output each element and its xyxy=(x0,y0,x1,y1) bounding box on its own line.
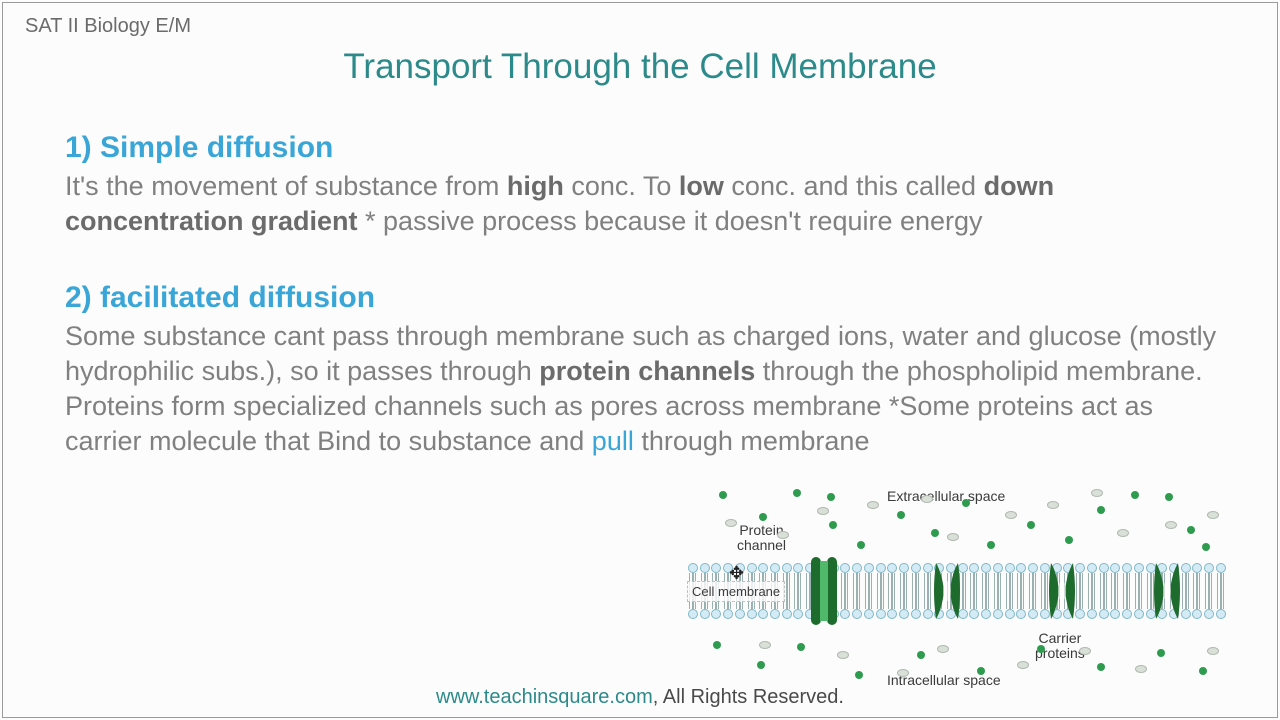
particle-green xyxy=(897,511,905,519)
course-header: SAT II Biology E/M xyxy=(25,15,191,38)
lipid-column xyxy=(1086,563,1098,619)
particle-green xyxy=(855,671,863,679)
particle-grey xyxy=(921,495,933,503)
bold-high: high xyxy=(507,171,564,201)
particle-green xyxy=(1157,649,1165,657)
particle-green xyxy=(917,651,925,659)
particle-grey xyxy=(725,519,737,527)
particle-grey xyxy=(1079,647,1091,655)
lipid-column xyxy=(992,563,1004,619)
particle-grey xyxy=(1117,529,1129,537)
footer: www.teachinsquare.com, All Rights Reserv… xyxy=(3,686,1277,709)
particle-grey xyxy=(1207,511,1219,519)
particle-green xyxy=(987,541,995,549)
particle-green xyxy=(797,643,805,651)
footer-rights: , All Rights Reserved. xyxy=(653,686,844,708)
particle-green xyxy=(829,521,837,529)
lipid-column xyxy=(1121,563,1133,619)
label-protein-channel: Protein channel xyxy=(737,523,786,554)
particle-green xyxy=(1097,506,1105,514)
text: It's the movement of substance from xyxy=(65,171,507,201)
particle-green xyxy=(719,491,727,499)
accent-pull: pull xyxy=(592,426,634,456)
lipid-column xyxy=(1027,563,1039,619)
particle-grey xyxy=(777,531,789,539)
particle-green xyxy=(1165,493,1173,501)
text: through membrane xyxy=(634,426,870,456)
lipid-column xyxy=(793,563,805,619)
lipid-column xyxy=(840,563,852,619)
footer-link: www.teachinsquare.com xyxy=(436,686,653,708)
protein-channel-shape xyxy=(809,553,839,629)
particle-grey xyxy=(867,501,879,509)
particle-green xyxy=(1065,536,1073,544)
lipid-column xyxy=(1098,563,1110,619)
particle-green xyxy=(1027,521,1035,529)
particle-green xyxy=(1097,663,1105,671)
carrier-protein-shape xyxy=(1152,553,1182,629)
bold-low: low xyxy=(679,171,724,201)
particle-grey xyxy=(759,641,771,649)
membrane-diagram: Extracellular space Protein channel Cell… xyxy=(687,481,1227,691)
section2-body: Some substance cant pass through membran… xyxy=(65,319,1227,459)
lipid-column xyxy=(851,563,863,619)
lipid-column xyxy=(898,563,910,619)
slide-title: Transport Through the Cell Membrane xyxy=(3,47,1277,87)
particle-green xyxy=(759,513,767,521)
particle-green xyxy=(713,641,721,649)
particle-grey xyxy=(1005,511,1017,519)
particle-green xyxy=(977,667,985,675)
lipid-column xyxy=(863,563,875,619)
lipid-column xyxy=(910,563,922,619)
lipid-column xyxy=(1004,563,1016,619)
particle-green xyxy=(827,493,835,501)
text: * passive process because it doesn't req… xyxy=(358,206,983,236)
carrier-protein-shape xyxy=(1047,553,1077,629)
lipid-column xyxy=(1203,563,1215,619)
particle-grey xyxy=(947,533,959,541)
particle-green xyxy=(1037,645,1045,653)
particle-green xyxy=(793,489,801,497)
particle-grey xyxy=(817,507,829,515)
lipid-column xyxy=(980,563,992,619)
particle-grey xyxy=(1165,521,1177,529)
section1-heading: 1) Simple diffusion xyxy=(65,131,1227,165)
particle-grey xyxy=(1091,489,1103,497)
lipid-column xyxy=(1192,563,1204,619)
particle-green xyxy=(757,661,765,669)
particle-grey xyxy=(1207,647,1219,655)
particle-green xyxy=(1199,667,1207,675)
lipid-column xyxy=(1016,563,1028,619)
particle-grey xyxy=(1017,661,1029,669)
section2-heading: 2) facilitated diffusion xyxy=(65,281,1227,315)
section1-body: It's the movement of substance from high… xyxy=(65,169,1227,239)
lipid-column xyxy=(875,563,887,619)
slide-frame: SAT II Biology E/M Transport Through the… xyxy=(2,2,1278,718)
lipid-column xyxy=(1215,563,1227,619)
text: conc. To xyxy=(564,171,679,201)
content-area: 1) Simple diffusion It's the movement of… xyxy=(65,131,1227,460)
text: conc. and this called xyxy=(724,171,984,201)
particle-green xyxy=(931,529,939,537)
particle-green xyxy=(1131,491,1139,499)
particle-green xyxy=(1187,526,1195,534)
lipid-column xyxy=(886,563,898,619)
label-extracellular: Extracellular space xyxy=(887,489,1005,504)
lipid-column xyxy=(969,563,981,619)
particle-green xyxy=(857,541,865,549)
lipid-column xyxy=(1133,563,1145,619)
bold-protein-channels: protein channels xyxy=(539,356,755,386)
particle-green xyxy=(1202,543,1210,551)
particle-grey xyxy=(1047,501,1059,509)
lipid-column xyxy=(1109,563,1121,619)
particle-green xyxy=(962,499,970,507)
particle-grey xyxy=(937,645,949,653)
particle-grey xyxy=(897,669,909,677)
label-cell-membrane: Cell membrane xyxy=(687,581,785,602)
particle-grey xyxy=(837,651,849,659)
particle-grey xyxy=(1135,665,1147,673)
carrier-protein-shape xyxy=(932,553,962,629)
